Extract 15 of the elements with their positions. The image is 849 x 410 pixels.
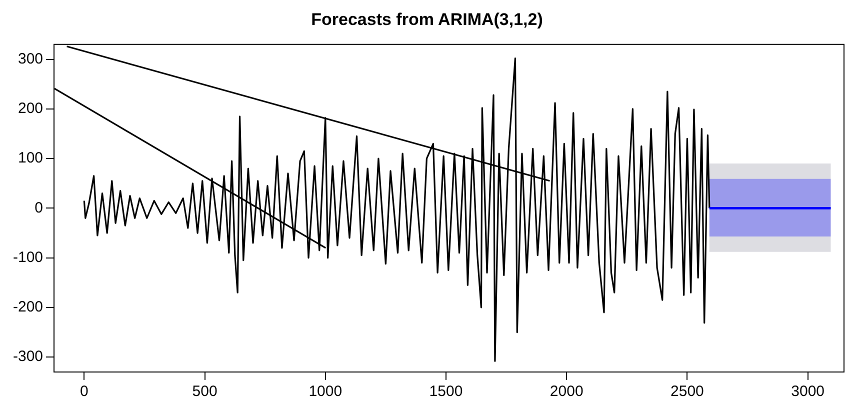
x-tick-label: 2500	[670, 383, 704, 400]
y-tick-label: 300	[18, 50, 44, 68]
chart-title: Forecasts from ARIMA(3,1,2)	[311, 10, 543, 29]
y-tick-label: 100	[18, 150, 44, 167]
x-tick-label: 3000	[791, 383, 825, 400]
x-tick-label: 2000	[550, 383, 584, 400]
y-tick-label: -300	[12, 348, 44, 366]
y-tick-label: 200	[18, 100, 44, 118]
x-tick-label: 500	[192, 383, 218, 400]
y-tick-label: 0	[34, 199, 44, 216]
x-tick-label: 1000	[308, 383, 342, 400]
y-tick-label: -100	[12, 248, 44, 266]
x-tick-label: 1500	[429, 383, 463, 400]
y-tick-label: -200	[12, 298, 44, 316]
x-tick-label: 0	[80, 383, 88, 400]
